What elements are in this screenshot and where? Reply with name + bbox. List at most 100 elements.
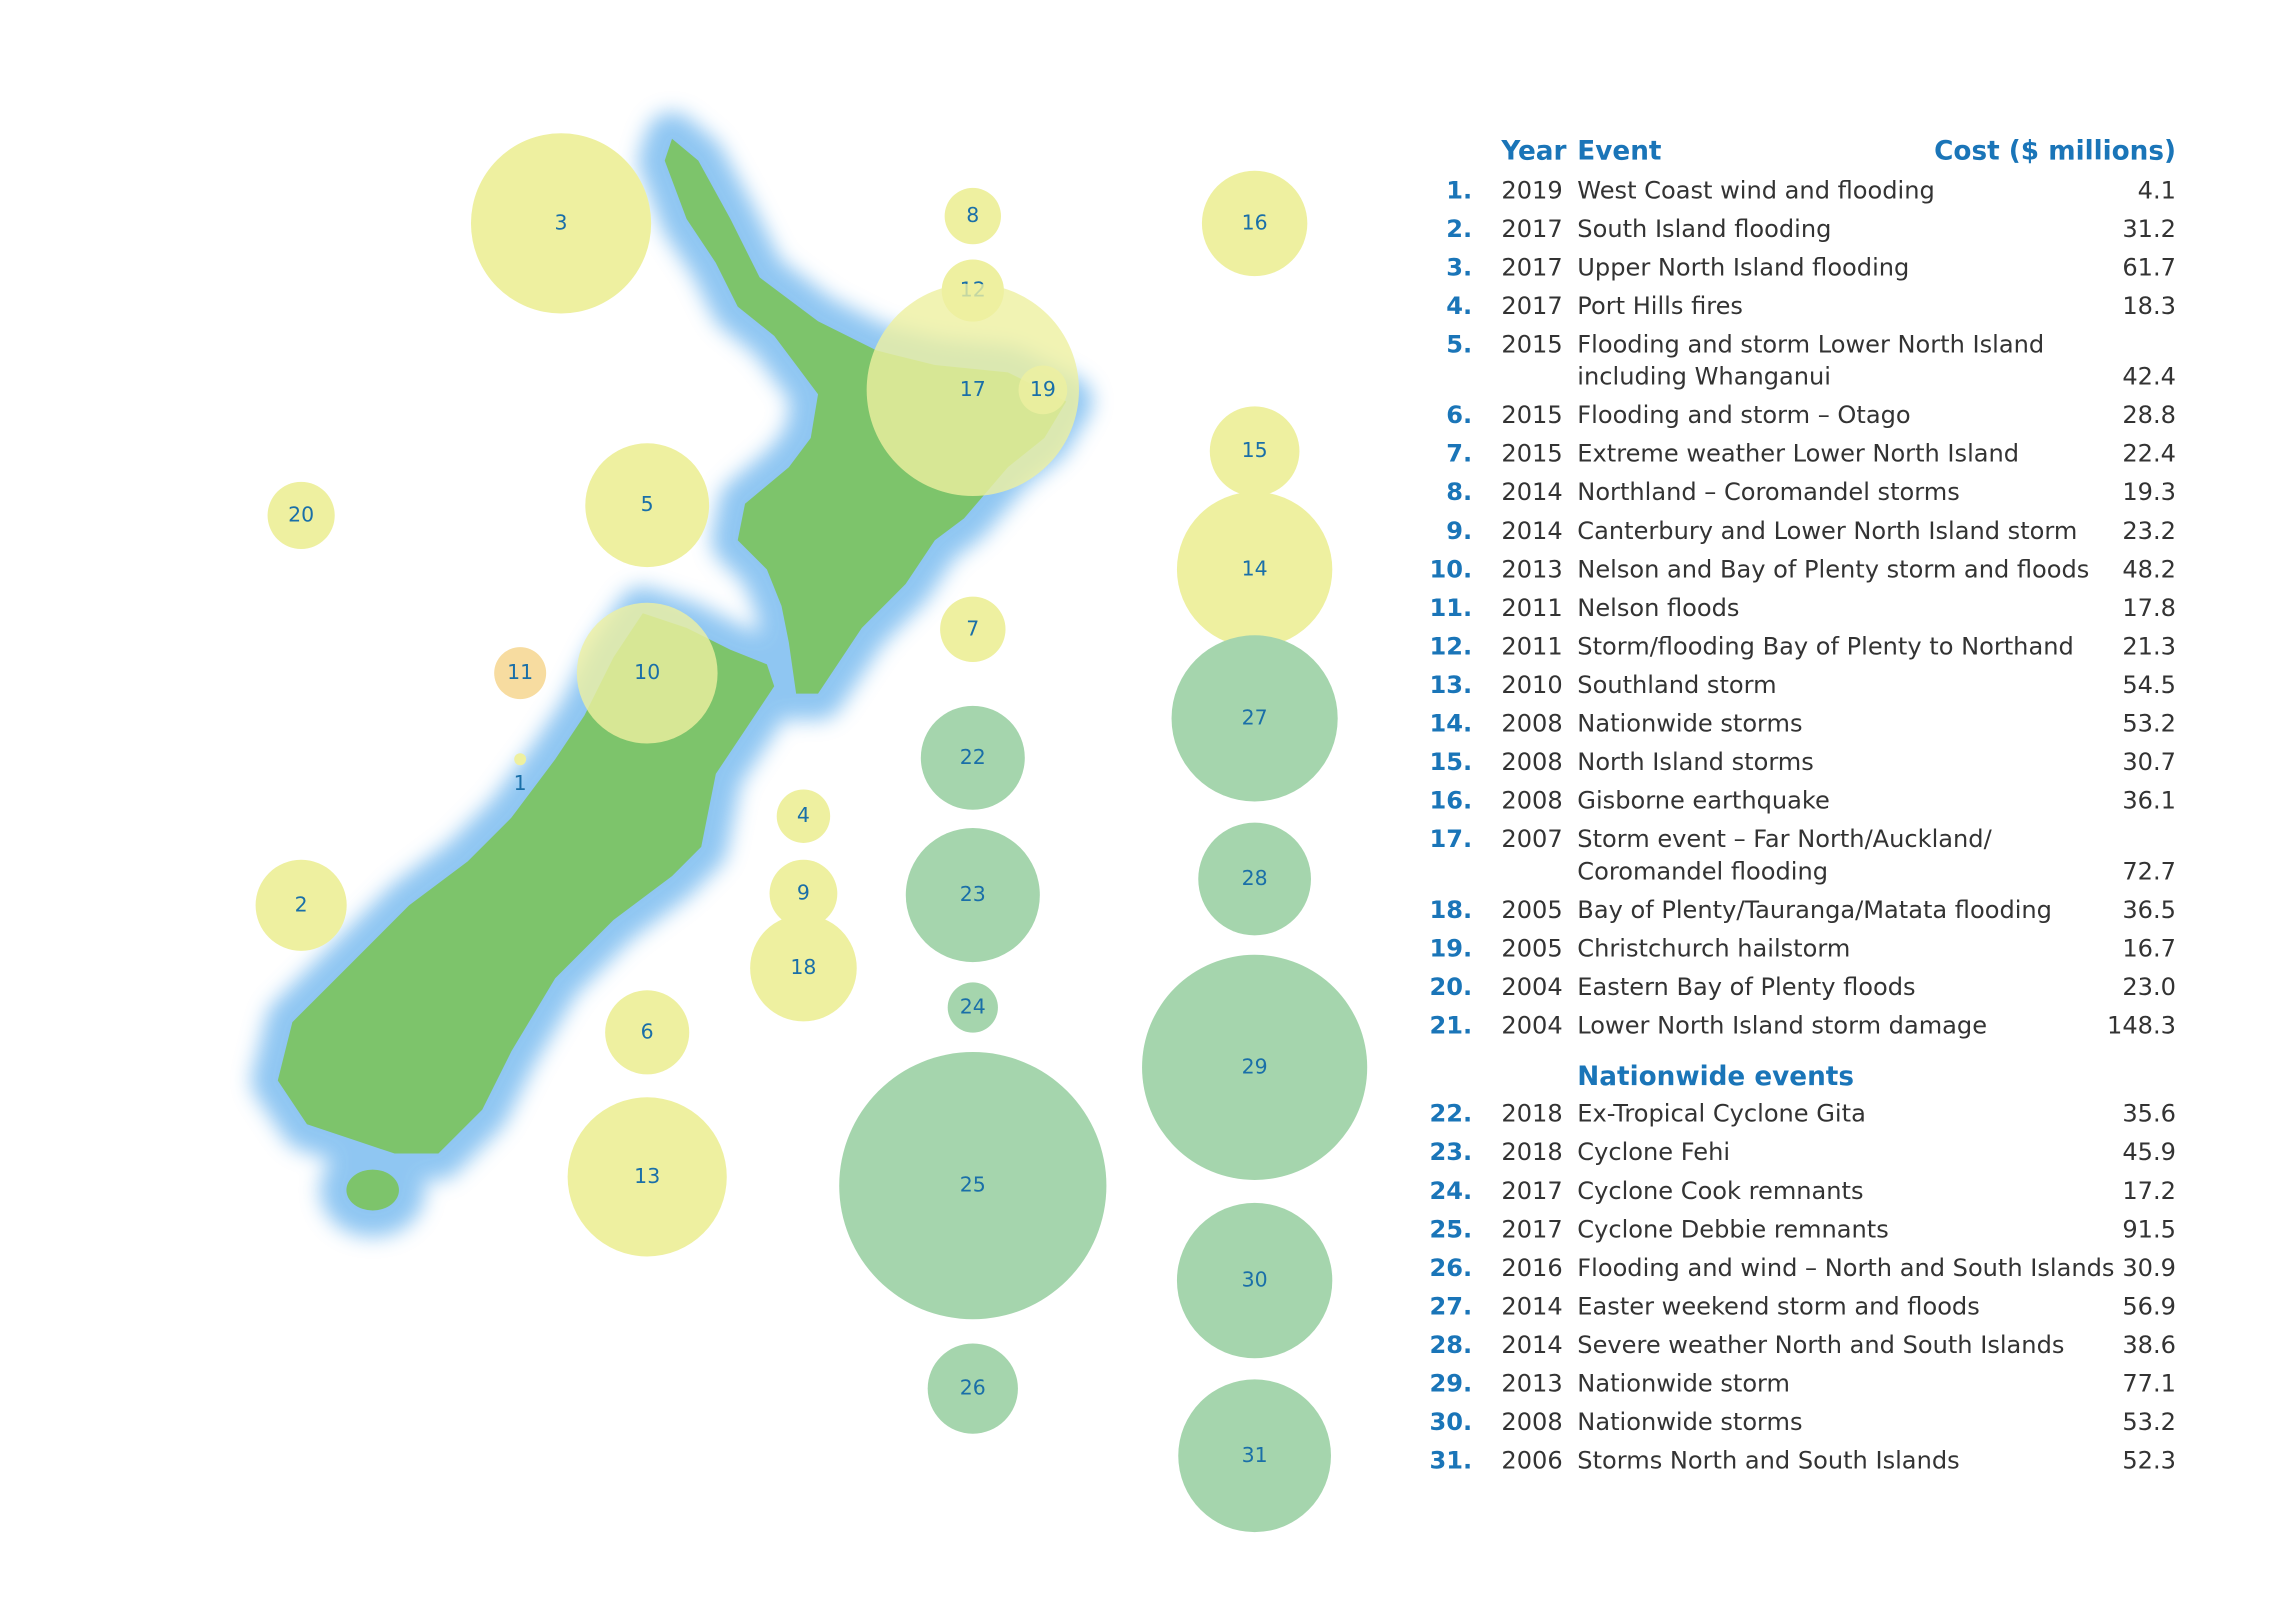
row-cost: 52.3 (2122, 1447, 2176, 1475)
bubble (585, 443, 710, 568)
row-number: 22. (1430, 1100, 1473, 1128)
bubble (769, 859, 838, 928)
row-event: Upper North Island flooding (1577, 253, 1909, 281)
row-number: 15. (1430, 748, 1473, 776)
bubble-label: 29 (1242, 1054, 1268, 1078)
row-cost: 31.2 (2122, 215, 2176, 243)
row-year: 2008 (1501, 748, 1562, 776)
row-event: Cyclone Cook remnants (1577, 1177, 1863, 1205)
bubble-label: 18 (790, 955, 816, 979)
row-cost: 42.4 (2122, 363, 2176, 391)
bubble-label: 27 (1242, 705, 1268, 729)
row-number: 1. (1446, 176, 1472, 204)
bubble (470, 133, 652, 314)
row-year: 2017 (1501, 1177, 1562, 1205)
row-number: 13. (1430, 671, 1473, 699)
row-year: 2017 (1501, 1215, 1562, 1243)
row-cost: 38.6 (2122, 1331, 2176, 1359)
bubble-label: 28 (1242, 866, 1268, 890)
bubble-label: 17 (960, 377, 986, 401)
row-number: 6. (1446, 401, 1472, 429)
row-event: Storm/flooding Bay of Plenty to Northand (1577, 632, 2073, 660)
bubbles: 1234567891011121314151617181920222324252… (255, 133, 1368, 1533)
row-event: Easter weekend storm and floods (1577, 1292, 1979, 1320)
bubble (1178, 1379, 1331, 1533)
row-year: 2014 (1501, 1292, 1562, 1320)
row-number: 25. (1430, 1215, 1473, 1243)
bubble (255, 859, 347, 951)
row-cost: 48.2 (2122, 555, 2176, 583)
row-year: 2007 (1501, 825, 1562, 853)
row-year: 2014 (1501, 1331, 1562, 1359)
row-year: 2004 (1501, 973, 1562, 1001)
row-event: Storms North and South Islands (1577, 1447, 1959, 1475)
row-number: 21. (1430, 1011, 1473, 1039)
row-event: Bay of Plenty/Tauranga/Matata flooding (1577, 896, 2052, 924)
bubble-label: 2 (295, 892, 308, 916)
row-cost: 30.7 (2122, 748, 2176, 776)
row-event: Nelson and Bay of Plenty storm and flood… (1577, 555, 2089, 583)
row-number: 28. (1430, 1331, 1473, 1359)
row-event: Flooding and wind – North and South Isla… (1577, 1254, 2114, 1282)
row-number: 14. (1430, 710, 1473, 738)
map-land (277, 138, 1067, 1211)
bubble (776, 789, 831, 843)
row-event: Christchurch hailstorm (1577, 934, 1850, 962)
row-cost: 56.9 (2122, 1292, 2176, 1320)
row-number: 3. (1446, 253, 1472, 281)
row-number: 23. (1430, 1138, 1473, 1166)
row-year: 2008 (1501, 787, 1562, 815)
row-event: Storm event – Far North/Auckland/ (1577, 825, 1992, 853)
row-year: 2005 (1501, 896, 1562, 924)
header-event: Event (1577, 136, 1661, 166)
row-cost: 22.4 (2122, 440, 2176, 468)
row-year: 2014 (1501, 478, 1562, 506)
bubble-label: 1 (514, 771, 527, 795)
bubble (927, 1343, 1018, 1434)
bubble (567, 1097, 727, 1257)
bubble-label: 23 (960, 882, 986, 906)
row-year: 2016 (1501, 1254, 1562, 1282)
row-cost: 91.5 (2122, 1215, 2176, 1243)
row-event: Lower North Island storm damage (1577, 1011, 1987, 1039)
row-year: 2019 (1501, 176, 1562, 204)
row-cost: 19.3 (2122, 478, 2176, 506)
row-event: Nationwide storms (1577, 1408, 1802, 1436)
row-event: Nationwide storms (1577, 710, 1802, 738)
bubble-label: 3 (555, 210, 568, 234)
bubble-label: 9 (797, 881, 810, 905)
map (251, 112, 1093, 1237)
row-year: 2010 (1501, 671, 1562, 699)
row-event: Port Hills fires (1577, 292, 1743, 320)
row-cost: 148.3 (2107, 1011, 2176, 1039)
bubble (1142, 954, 1368, 1180)
row-event: Coromandel flooding (1577, 857, 1828, 885)
section-heading: Nationwide events (1577, 1062, 1854, 1092)
row-year: 2005 (1501, 934, 1562, 962)
row-cost: 35.6 (2122, 1100, 2176, 1128)
row-cost: 54.5 (2122, 671, 2176, 699)
row-event: Severe weather North and South Islands (1577, 1331, 2064, 1359)
row-event: Gisborne earthquake (1577, 787, 1829, 815)
row-number: 30. (1430, 1408, 1473, 1436)
row-cost: 21.3 (2122, 632, 2176, 660)
row-number: 24. (1430, 1177, 1473, 1205)
bubble-label: 19 (1030, 377, 1056, 401)
bubble-label: 24 (960, 995, 986, 1019)
row-year: 2011 (1501, 632, 1562, 660)
row-event: Flooding and storm – Otago (1577, 401, 1910, 429)
table: Year Event Cost ($ millions) Nationwide … (1430, 136, 2176, 1474)
bubble-label: 13 (634, 1164, 660, 1188)
row-number: 20. (1430, 973, 1473, 1001)
row-year: 2018 (1501, 1100, 1562, 1128)
row-number: 11. (1430, 594, 1473, 622)
row-year: 2004 (1501, 1011, 1562, 1039)
row-cost: 45.9 (2122, 1138, 2176, 1166)
bubble-label: 22 (960, 745, 986, 769)
bubble-label: 20 (288, 502, 314, 526)
row-year: 2017 (1501, 215, 1562, 243)
row-number: 8. (1446, 478, 1472, 506)
row-cost: 17.8 (2122, 594, 2176, 622)
row-number: 29. (1430, 1370, 1473, 1398)
